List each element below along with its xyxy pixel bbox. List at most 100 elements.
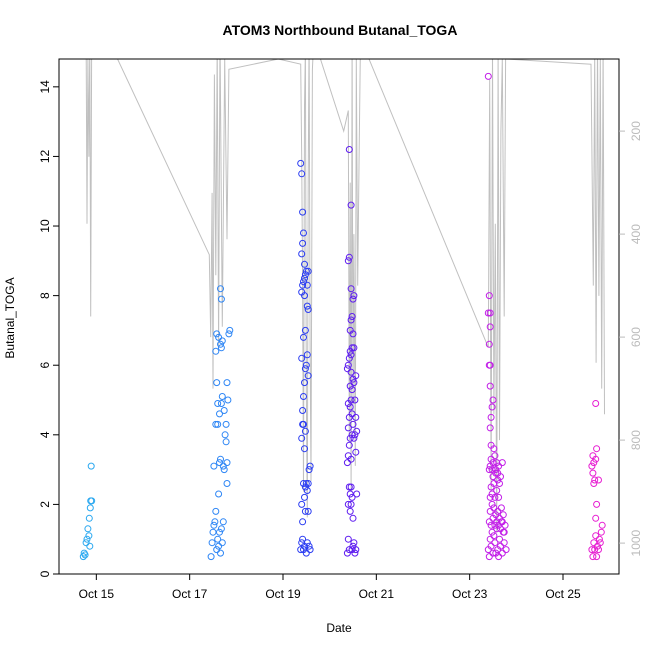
data-point	[303, 281, 311, 289]
data-point	[298, 500, 306, 508]
data-point	[490, 504, 498, 512]
data-point	[81, 551, 89, 559]
data-point	[351, 549, 359, 557]
data-point	[212, 347, 220, 355]
data-point	[345, 354, 353, 362]
data-point	[489, 396, 497, 404]
data-point	[301, 507, 309, 515]
data-point	[344, 424, 352, 432]
data-point	[86, 542, 94, 550]
right-tick-label: 600	[629, 327, 643, 347]
data-point	[207, 553, 215, 561]
data-point	[592, 400, 600, 407]
data-point	[303, 539, 311, 547]
data-point	[304, 306, 312, 313]
data-point	[214, 400, 222, 407]
data-point	[598, 521, 606, 529]
right-tick-label: 800	[629, 430, 643, 450]
data-point	[222, 438, 230, 446]
data-point	[485, 292, 493, 300]
data-point	[348, 410, 356, 418]
data-point	[87, 462, 95, 470]
data-point	[301, 326, 309, 334]
data-point	[304, 267, 312, 275]
data-point	[488, 500, 496, 508]
data-point	[491, 521, 499, 529]
data-point	[306, 462, 314, 470]
data-point	[347, 285, 355, 293]
data-point	[298, 434, 306, 442]
data-point	[346, 347, 354, 355]
data-point	[353, 427, 361, 435]
data-point	[350, 292, 358, 300]
data-point	[223, 379, 231, 387]
data-point	[592, 514, 600, 522]
data-point	[209, 528, 217, 536]
x-axis: Oct 15 Oct 17 Oct 19 Oct 21 Oct 23 Oct 25	[79, 574, 581, 601]
data-point	[349, 514, 357, 522]
data-point	[211, 518, 219, 526]
data-point	[498, 549, 506, 557]
data-point	[485, 553, 493, 561]
data-point	[344, 500, 352, 508]
data-point	[301, 292, 308, 300]
data-point	[487, 413, 495, 421]
data-point	[498, 459, 506, 467]
data-point	[301, 445, 308, 453]
data-point	[495, 553, 503, 561]
data-point	[489, 549, 497, 557]
data-point	[300, 278, 307, 286]
y-tick-label: 14	[38, 80, 52, 94]
data-point	[301, 493, 308, 501]
data-point	[348, 431, 356, 439]
x-axis-label: Date	[326, 621, 352, 635]
data-point	[485, 340, 493, 348]
data-point	[303, 302, 311, 310]
data-point	[489, 459, 497, 467]
data-point	[492, 469, 500, 477]
data-point	[588, 546, 596, 554]
data-point	[298, 354, 306, 362]
data-point	[218, 393, 226, 400]
data-point	[303, 487, 311, 494]
data-point	[589, 469, 597, 477]
data-point	[352, 448, 360, 456]
data-point	[215, 333, 223, 341]
data-point	[488, 403, 496, 411]
data-point	[349, 295, 357, 303]
data-point	[590, 539, 598, 547]
data-point	[347, 368, 355, 376]
data-point	[593, 553, 601, 561]
y-axis-label: Butanal_TOGA	[3, 277, 17, 358]
data-point	[487, 542, 495, 550]
data-point	[347, 455, 355, 463]
data-point	[297, 159, 305, 167]
data-point	[299, 208, 307, 216]
data-point	[486, 309, 494, 317]
data-point	[344, 257, 352, 265]
data-point	[493, 525, 501, 533]
data-point	[487, 521, 495, 529]
data-point	[299, 281, 307, 289]
data-point	[88, 497, 96, 505]
data-point	[346, 507, 354, 515]
data-point	[217, 455, 224, 463]
pressure-trace-layer	[85, 59, 605, 533]
data-point	[591, 476, 599, 484]
data-point	[214, 535, 222, 543]
data-point	[593, 500, 601, 508]
data-point	[213, 379, 221, 387]
data-point	[496, 480, 503, 487]
data-point	[302, 480, 310, 487]
data-point	[495, 521, 503, 529]
data-point	[346, 326, 354, 334]
data-point	[210, 462, 218, 470]
data-point	[304, 480, 312, 487]
data-point	[83, 535, 91, 543]
data-point	[305, 542, 313, 550]
data-point	[347, 201, 355, 209]
data-point	[344, 535, 352, 543]
data-point	[495, 493, 503, 501]
data-point	[343, 365, 351, 373]
data-point	[500, 539, 508, 547]
